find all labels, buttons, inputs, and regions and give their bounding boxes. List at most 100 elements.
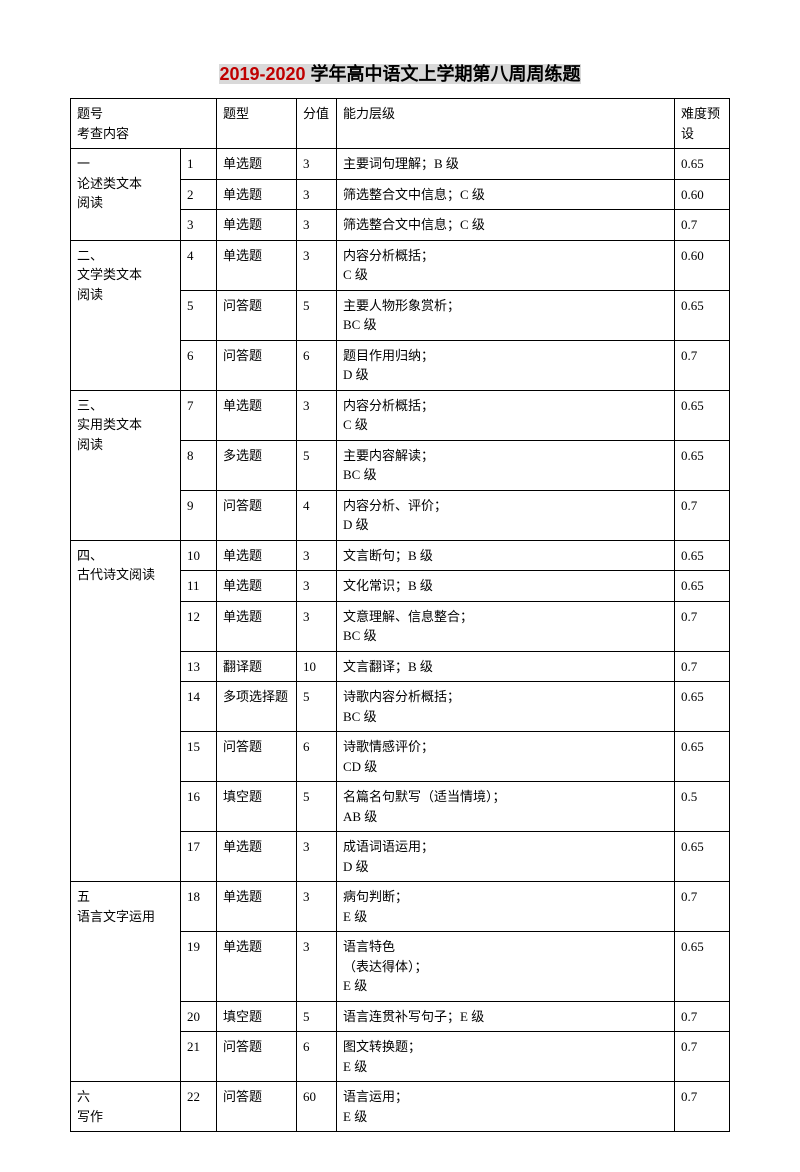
- cell-score: 4: [297, 490, 337, 540]
- cell-score: 3: [297, 882, 337, 932]
- cell-type: 单选题: [217, 390, 297, 440]
- cell-ability: 内容分析概括； C 级: [337, 390, 675, 440]
- cell-number: 19: [181, 932, 217, 1002]
- cell-ability: 病句判断； E 级: [337, 882, 675, 932]
- cell-difficulty: 0.65: [675, 390, 730, 440]
- cell-type: 单选题: [217, 149, 297, 180]
- cell-difficulty: 0.7: [675, 651, 730, 682]
- cell-ability: 名篇名句默写（适当情境）； AB 级: [337, 782, 675, 832]
- cell-type: 单选题: [217, 932, 297, 1002]
- cell-difficulty: 0.7: [675, 340, 730, 390]
- cell-type: 单选题: [217, 601, 297, 651]
- cell-ability: 主要内容解读； BC 级: [337, 440, 675, 490]
- cell-ability: 内容分析、评价； D 级: [337, 490, 675, 540]
- cell-ability: 语言连贯补写句子；E 级: [337, 1001, 675, 1032]
- cell-ability: 主要词句理解；B 级: [337, 149, 675, 180]
- cell-ability: 文意理解、信息整合； BC 级: [337, 601, 675, 651]
- cell-type: 单选题: [217, 210, 297, 241]
- cell-difficulty: 0.7: [675, 1032, 730, 1082]
- cell-type: 单选题: [217, 240, 297, 290]
- cell-number: 17: [181, 832, 217, 882]
- cell-type: 问答题: [217, 1082, 297, 1132]
- cell-type: 填空题: [217, 782, 297, 832]
- cell-type: 单选题: [217, 571, 297, 602]
- cell-ability: 筛选整合文中信息；C 级: [337, 210, 675, 241]
- cell-number: 9: [181, 490, 217, 540]
- cell-score: 5: [297, 440, 337, 490]
- cell-type: 问答题: [217, 1032, 297, 1082]
- cell-difficulty: 0.65: [675, 571, 730, 602]
- cell-type: 翻译题: [217, 651, 297, 682]
- cell-number: 22: [181, 1082, 217, 1132]
- header-difficulty: 难度预 设: [675, 99, 730, 149]
- header-score: 分值: [297, 99, 337, 149]
- section-label: 一 论述类文本 阅读: [71, 149, 181, 241]
- cell-number: 14: [181, 682, 217, 732]
- cell-ability: 诗歌情感评价； CD 级: [337, 732, 675, 782]
- cell-score: 3: [297, 179, 337, 210]
- cell-score: 3: [297, 390, 337, 440]
- table-row: 三、 实用类文本 阅读7单选题3内容分析概括； C 级0.65: [71, 390, 730, 440]
- cell-score: 5: [297, 290, 337, 340]
- section-label: 六 写作: [71, 1082, 181, 1132]
- cell-difficulty: 0.65: [675, 149, 730, 180]
- section-label: 三、 实用类文本 阅读: [71, 390, 181, 540]
- cell-number: 6: [181, 340, 217, 390]
- title-text: 学年高中语文上学期第八周周练题: [306, 64, 581, 84]
- cell-number: 12: [181, 601, 217, 651]
- header-ability: 能力层级: [337, 99, 675, 149]
- cell-score: 60: [297, 1082, 337, 1132]
- table-row: 五 语言文字运用18单选题3病句判断； E 级0.7: [71, 882, 730, 932]
- cell-type: 多项选择题: [217, 682, 297, 732]
- table-row: 一 论述类文本 阅读1单选题3主要词句理解；B 级0.65: [71, 149, 730, 180]
- cell-difficulty: 0.65: [675, 290, 730, 340]
- cell-number: 1: [181, 149, 217, 180]
- cell-difficulty: 0.60: [675, 179, 730, 210]
- cell-ability: 文言翻译；B 级: [337, 651, 675, 682]
- cell-score: 3: [297, 932, 337, 1002]
- cell-ability: 语言运用； E 级: [337, 1082, 675, 1132]
- cell-number: 3: [181, 210, 217, 241]
- cell-type: 问答题: [217, 290, 297, 340]
- cell-type: 单选题: [217, 882, 297, 932]
- cell-score: 3: [297, 540, 337, 571]
- cell-score: 6: [297, 340, 337, 390]
- page-title: 2019-2020 学年高中语文上学期第八周周练题: [70, 60, 730, 86]
- cell-score: 3: [297, 571, 337, 602]
- cell-difficulty: 0.7: [675, 210, 730, 241]
- section-label: 四、 古代诗文阅读: [71, 540, 181, 882]
- cell-difficulty: 0.65: [675, 682, 730, 732]
- cell-ability: 图文转换题； E 级: [337, 1032, 675, 1082]
- section-label: 五 语言文字运用: [71, 882, 181, 1082]
- section-label: 二、 文学类文本 阅读: [71, 240, 181, 390]
- cell-difficulty: 0.7: [675, 601, 730, 651]
- cell-type: 多选题: [217, 440, 297, 490]
- cell-ability: 成语词语运用； D 级: [337, 832, 675, 882]
- cell-difficulty: 0.65: [675, 932, 730, 1002]
- cell-difficulty: 0.60: [675, 240, 730, 290]
- header-question-number: 题号 考查内容: [71, 99, 217, 149]
- cell-type: 问答题: [217, 340, 297, 390]
- cell-ability: 诗歌内容分析概括； BC 级: [337, 682, 675, 732]
- cell-difficulty: 0.7: [675, 1001, 730, 1032]
- table-header-row: 题号 考查内容题型分值能力层级难度预 设: [71, 99, 730, 149]
- cell-ability: 语言特色 （表达得体）； E 级: [337, 932, 675, 1002]
- cell-number: 15: [181, 732, 217, 782]
- cell-score: 3: [297, 240, 337, 290]
- cell-number: 13: [181, 651, 217, 682]
- cell-ability: 主要人物形象赏析； BC 级: [337, 290, 675, 340]
- cell-difficulty: 0.7: [675, 490, 730, 540]
- cell-score: 3: [297, 149, 337, 180]
- table-row: 四、 古代诗文阅读10单选题3文言断句；B 级0.65: [71, 540, 730, 571]
- table-row: 二、 文学类文本 阅读4单选题3内容分析概括； C 级0.60: [71, 240, 730, 290]
- cell-score: 10: [297, 651, 337, 682]
- cell-number: 2: [181, 179, 217, 210]
- cell-type: 单选题: [217, 179, 297, 210]
- cell-ability: 文化常识；B 级: [337, 571, 675, 602]
- cell-difficulty: 0.65: [675, 440, 730, 490]
- cell-score: 3: [297, 832, 337, 882]
- exam-table: 题号 考查内容题型分值能力层级难度预 设一 论述类文本 阅读1单选题3主要词句理…: [70, 98, 730, 1132]
- cell-number: 7: [181, 390, 217, 440]
- title-year: 2019-2020: [219, 64, 305, 84]
- cell-ability: 筛选整合文中信息；C 级: [337, 179, 675, 210]
